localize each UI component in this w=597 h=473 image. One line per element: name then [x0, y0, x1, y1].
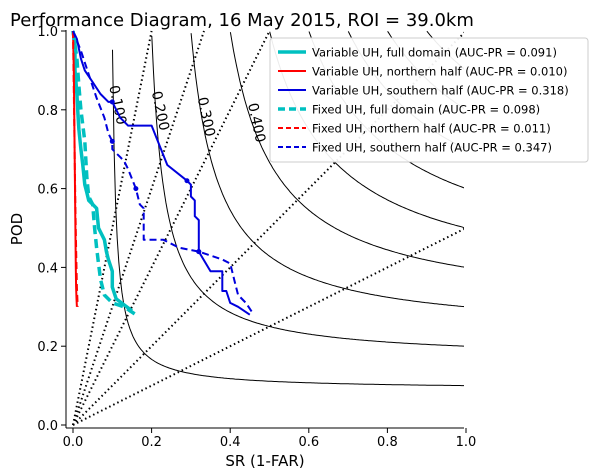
series-marker [196, 249, 202, 255]
axis-ticks: 0.0 0.2 0.4 0.6 0.8 1.0 0.0 0.2 0.4 0.6 0.8 1.0 [37, 25, 476, 450]
series-marker [109, 138, 115, 144]
series-lines [71, 30, 255, 317]
legend-entry: Fixed UH, southern half (AUC-PR = 0.347) [312, 141, 552, 155]
series-marker [109, 99, 115, 105]
legend-entry: Variable UH, northern half (AUC-PR = 0.0… [312, 65, 567, 79]
y-tick-label: 0.6 [37, 183, 58, 198]
axes-frame [65, 30, 464, 429]
x-tick-label: 0.6 [298, 435, 319, 450]
csi-contour-3 [229, 32, 464, 268]
csi-contour-0 [112, 49, 464, 387]
x-tick-label: 0.2 [141, 435, 162, 450]
legend-box [269, 37, 589, 163]
series-line-2 [72, 30, 251, 316]
legend-entry: Fixed UH, northern half (AUC-PR = 0.011) [312, 122, 551, 136]
chart-title: Performance Diagram, 16 May 2015, ROI = … [10, 10, 474, 31]
series-marker [184, 178, 190, 184]
legend: Variable UH, full domain (AUC-PR = 0.091… [269, 37, 589, 163]
csi-contour-2 [190, 33, 464, 308]
legend-entry: Variable UH, full domain (AUC-PR = 0.091… [312, 46, 557, 60]
series-line-3 [71, 30, 137, 317]
x-axis-label: SR (1-FAR) [225, 452, 304, 470]
x-tick-label: 1.0 [456, 435, 477, 450]
legend-entry: Fixed UH, full domain (AUC-PR = 0.098) [312, 103, 540, 117]
bias-line-2 [72, 30, 271, 426]
x-tick-label: 0.4 [220, 435, 241, 450]
bias-line-4 [72, 227, 464, 426]
y-tick-label: 0.0 [37, 419, 58, 434]
y-axis-label: POD [8, 213, 26, 245]
series-line-5 [72, 30, 255, 316]
y-tick-label: 0.2 [37, 340, 58, 355]
series-line-4 [72, 30, 79, 307]
x-tick-label: 0.0 [63, 435, 84, 450]
y-tick-label: 0.8 [37, 104, 58, 119]
y-tick-label: 1.0 [37, 25, 58, 40]
series-line-0 [71, 30, 133, 313]
series-marker [133, 186, 139, 192]
y-tick-label: 0.4 [37, 261, 58, 276]
legend-entry: Variable UH, southern half (AUC-PR = 0.3… [312, 84, 569, 98]
bias-line-1 [72, 30, 205, 426]
x-tick-label: 0.8 [377, 435, 398, 450]
